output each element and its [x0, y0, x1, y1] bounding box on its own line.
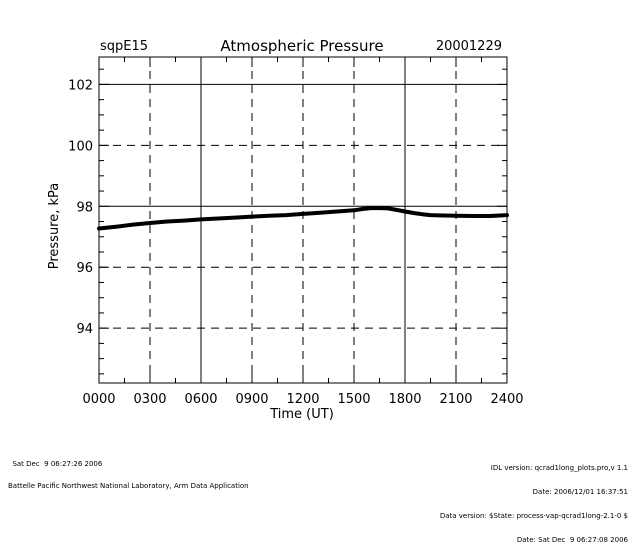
y-tick-label: 100 — [68, 139, 93, 154]
x-tick-label: 0600 — [184, 392, 217, 407]
x-tick-label: 0900 — [235, 392, 268, 407]
y-tick-label: 102 — [68, 78, 93, 93]
site-label: sqpE15 — [100, 39, 148, 54]
y-axis-title: Pressure, kPa — [47, 183, 62, 270]
y-tick-label: 96 — [76, 261, 93, 276]
footer-idl-date: Date: 2006/12/01 16:37:51 — [532, 488, 628, 496]
date-label: 20001229 — [436, 39, 502, 54]
x-tick-label: 1200 — [286, 392, 319, 407]
x-tick-label: 2100 — [439, 392, 472, 407]
x-tick-label: 1500 — [337, 392, 370, 407]
y-tick-label: 98 — [76, 200, 93, 215]
footer-idl-version: IDL version: qcrad1long_plots.pro,v 1.1 — [490, 464, 628, 472]
x-tick-labels: 0000 0300 0600 0900 1200 1500 1800 2100 2400 — [82, 392, 523, 407]
footer-data-version: Data version: $State: process-vap-qcrad1… — [439, 512, 628, 520]
footer-left: Sat Dec 9 06:27:26 2006 Battelle Pacific… — [8, 452, 249, 498]
x-axis-title: Time (UT) — [269, 407, 334, 422]
pressure-chart: sqpE15 Atmospheric Pressure 20001229 000… — [47, 37, 524, 422]
x-tick-label: 0300 — [133, 392, 166, 407]
y-tick-labels: 94 96 98 100 102 — [68, 78, 93, 337]
footer-org: Battelle Pacific Northwest National Labo… — [8, 482, 249, 490]
footer-data-date: Date: Sat Dec 9 06:27:08 2006 — [516, 536, 628, 544]
plot-frame — [98, 56, 508, 384]
x-tick-label: 1800 — [388, 392, 421, 407]
pressure-series-line — [97, 206, 509, 231]
footer-timestamp: Sat Dec 9 06:27:26 2006 — [12, 460, 103, 468]
footer-right: IDL version: qcrad1long_plots.pro,v 1.1 … — [440, 448, 628, 552]
chart-title: Atmospheric Pressure — [220, 37, 383, 55]
grid-lines — [99, 57, 507, 383]
x-tick-label: 2400 — [490, 392, 523, 407]
y-tick-label: 94 — [76, 322, 93, 337]
x-tick-label: 0000 — [82, 392, 115, 407]
